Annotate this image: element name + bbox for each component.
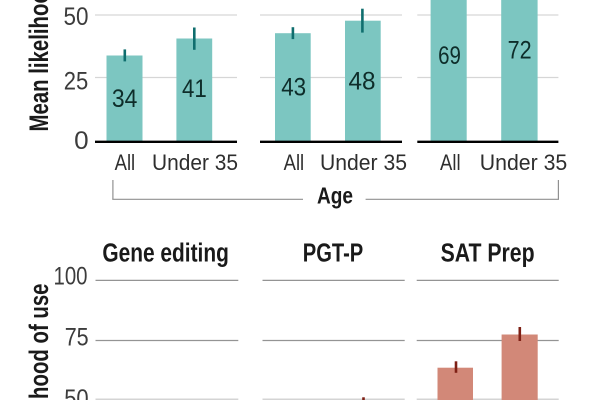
svg-text:41: 41 xyxy=(182,76,207,103)
svg-text:Age: Age xyxy=(317,182,353,208)
svg-text:All: All xyxy=(440,150,461,175)
svg-text:75: 75 xyxy=(65,325,89,352)
svg-text:Under 35: Under 35 xyxy=(152,150,238,175)
svg-text:34: 34 xyxy=(112,86,138,113)
svg-text:Mean likelihood of use: Mean likelihood of use xyxy=(24,0,54,132)
svg-text:Under 35: Under 35 xyxy=(320,150,407,175)
svg-text:Mean likelihood of use: Mean likelihood of use xyxy=(24,284,54,400)
svg-text:69: 69 xyxy=(438,43,461,70)
svg-text:Gene editing: Gene editing xyxy=(102,240,229,268)
svg-text:All: All xyxy=(284,150,305,175)
svg-text:50: 50 xyxy=(64,4,89,31)
svg-text:25: 25 xyxy=(64,68,89,95)
svg-text:0: 0 xyxy=(74,128,89,155)
svg-text:Under 35: Under 35 xyxy=(480,150,568,175)
svg-text:PGT-P: PGT-P xyxy=(303,240,364,268)
svg-text:50: 50 xyxy=(64,386,89,400)
svg-text:All: All xyxy=(115,150,136,175)
svg-text:72: 72 xyxy=(508,38,532,65)
svg-text:48: 48 xyxy=(349,68,376,95)
svg-text:100: 100 xyxy=(54,264,88,291)
svg-text:SAT Prep: SAT Prep xyxy=(441,240,535,268)
svg-text:43: 43 xyxy=(281,75,306,102)
